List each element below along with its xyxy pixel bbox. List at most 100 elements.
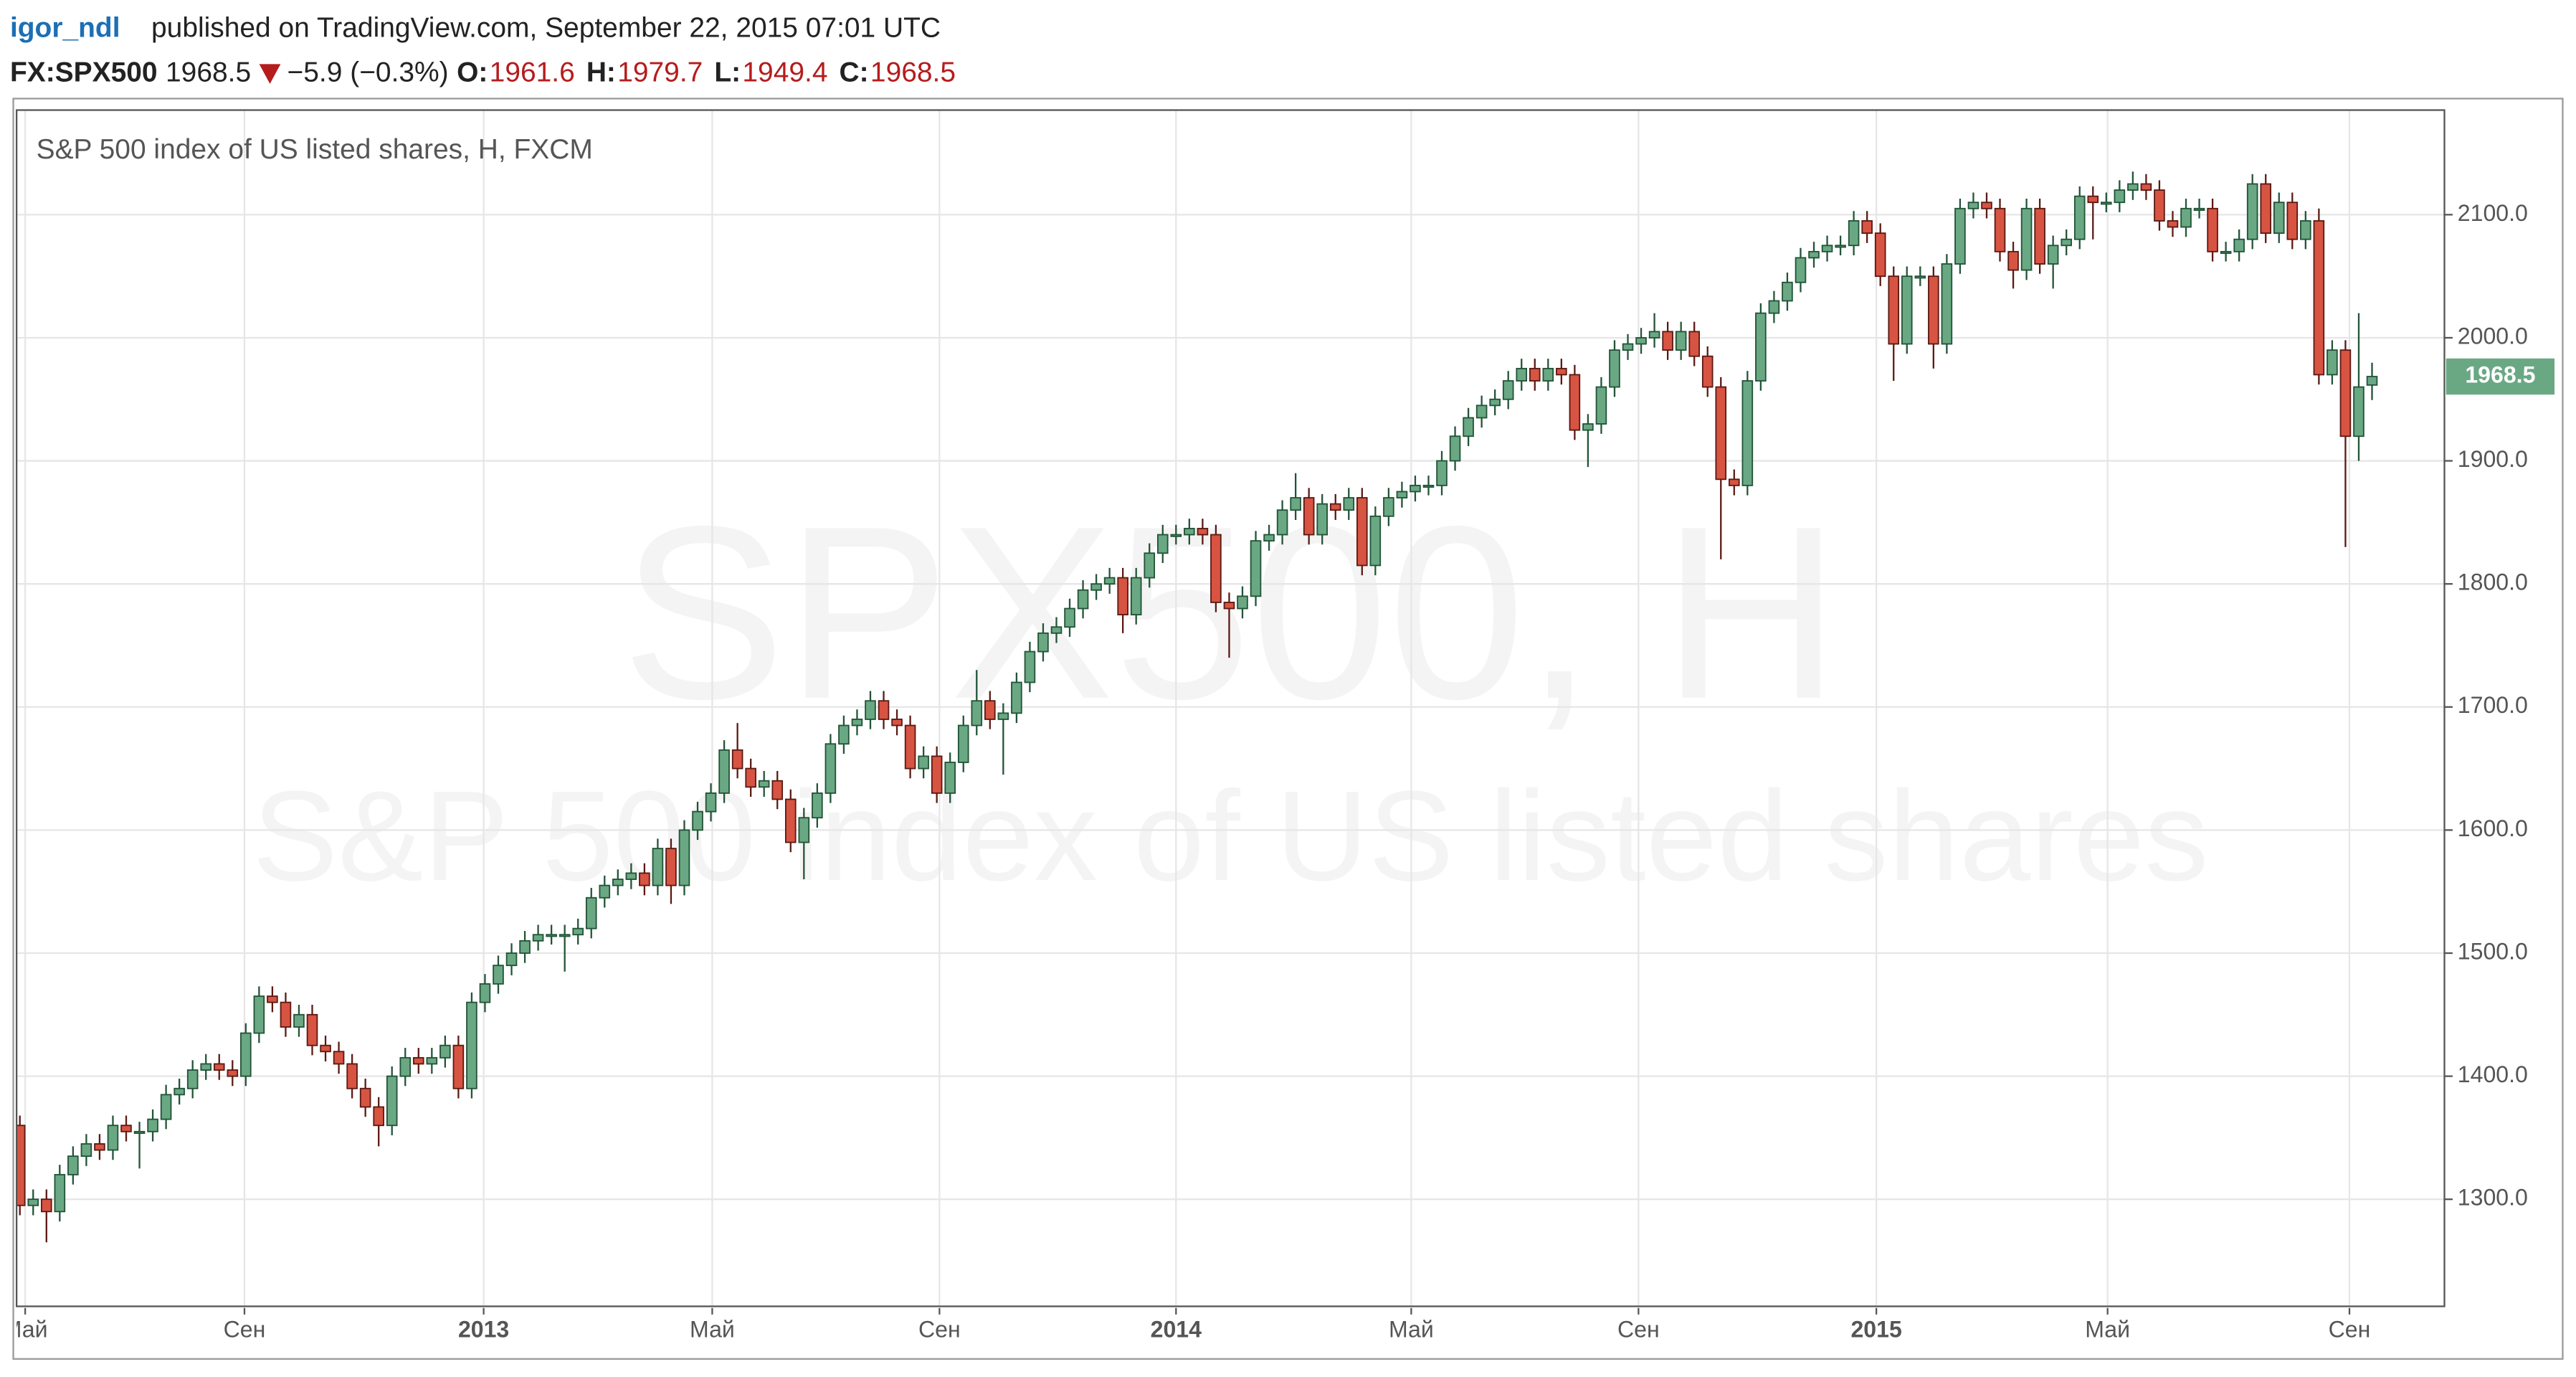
candle-body	[94, 1143, 105, 1151]
candle-body	[346, 1063, 358, 1089]
candle-body	[1210, 534, 1222, 603]
candle-body	[2246, 183, 2258, 240]
candle-body	[745, 767, 756, 788]
candle-body	[784, 798, 797, 843]
candle-body	[2366, 376, 2378, 386]
candle-body	[532, 934, 544, 942]
y-tick-label: 1300.0	[2458, 1185, 2528, 1211]
last-price-label: 1968.5	[2465, 361, 2535, 387]
candle-body	[1741, 380, 1754, 486]
candle-body	[2061, 238, 2072, 247]
y-tick-label: 1500.0	[2458, 938, 2528, 964]
candle-body	[1808, 250, 1820, 259]
candle-body	[359, 1087, 371, 1108]
candle-body	[2180, 207, 2192, 228]
candle-body	[1874, 232, 1886, 278]
candle-body	[240, 1032, 252, 1077]
candle-body	[1422, 484, 1435, 488]
price: 1968.5	[166, 57, 251, 87]
candle-body	[1037, 632, 1049, 653]
candle-body	[851, 719, 863, 727]
y-tick-label: 1600.0	[2458, 815, 2528, 841]
published: published on TradingView.com, September …	[151, 13, 941, 44]
candle-body	[133, 1130, 146, 1135]
candle-body	[838, 724, 850, 745]
candle-body	[1715, 386, 1727, 481]
candle-body	[1170, 534, 1182, 537]
watermark-symbol: SPX500, H	[621, 475, 1840, 750]
candle-body	[2207, 207, 2218, 252]
candle-body	[200, 1063, 212, 1071]
candle-body	[1383, 497, 1394, 517]
y-tick-label: 1700.0	[2458, 692, 2528, 718]
candle-body	[373, 1106, 384, 1127]
candle-body	[705, 792, 717, 813]
candle-body	[80, 1143, 92, 1158]
quote-value: 1961.6	[490, 57, 575, 87]
candle-body	[1622, 343, 1634, 351]
candle-body	[1888, 275, 1900, 345]
candle-body	[771, 780, 784, 800]
candle-body	[54, 1173, 66, 1213]
x-tick-label: Сен	[224, 1316, 266, 1342]
candle-body	[174, 1087, 185, 1096]
candle-body	[1011, 681, 1022, 714]
candle-body	[1595, 386, 1607, 425]
candle-body	[1077, 589, 1089, 610]
x-tick-label: 2013	[458, 1316, 509, 1342]
candle-body	[944, 762, 956, 794]
candle-body	[865, 700, 876, 720]
author[interactable]: igor_ndl	[10, 13, 120, 44]
y-tick-label: 1400.0	[2458, 1061, 2528, 1087]
quote-label: C:	[840, 57, 869, 87]
candle-body	[1290, 497, 1301, 511]
candle-body	[1688, 331, 1700, 357]
candle-body	[1516, 367, 1528, 382]
candle-body	[665, 848, 677, 886]
candle-body	[280, 1001, 292, 1028]
candle-body	[2286, 202, 2299, 240]
x-tick-label: Сен	[1617, 1316, 1660, 1342]
candle-body	[2101, 202, 2112, 205]
candle-body	[1967, 202, 1979, 209]
candle-body	[678, 829, 690, 886]
candle-body	[824, 743, 837, 794]
candle-body	[1954, 207, 1966, 265]
candle-body	[1410, 484, 1421, 493]
candle-body	[1316, 503, 1328, 536]
plot	[16, 171, 2378, 1243]
candle-body	[1569, 374, 1581, 431]
candle-body	[493, 965, 504, 985]
candle-body	[625, 872, 637, 880]
candle-body	[1542, 367, 1554, 382]
candle-body	[2167, 220, 2179, 228]
candle-body	[2114, 189, 2126, 204]
candle-body	[918, 755, 929, 770]
y-tick-label: 2000.0	[2458, 323, 2528, 349]
candle-body	[1475, 404, 1488, 419]
x-axis: Май Сен 2013 Май Сен 2014 Май Сен 2015 Май Сен	[3, 1307, 2370, 1342]
candle-body	[1156, 534, 1169, 554]
candle-body	[2260, 183, 2272, 235]
candle-body	[1701, 355, 1714, 388]
candle-body	[891, 719, 903, 727]
candle-body	[1050, 626, 1063, 634]
candle-body	[386, 1075, 398, 1127]
x-tick-label: Май	[3, 1316, 48, 1342]
candle-body	[1356, 497, 1368, 567]
candle-body	[40, 1198, 52, 1213]
candle-body	[1343, 497, 1355, 511]
candle-body	[1117, 577, 1128, 615]
candle-body	[186, 1069, 199, 1089]
candle-body	[2034, 207, 2045, 265]
candle-body	[1250, 540, 1262, 597]
candle-body	[1329, 503, 1341, 511]
candle-body	[599, 884, 611, 899]
candle-body	[1675, 331, 1687, 351]
candle-body	[2327, 349, 2338, 376]
candle-body	[572, 927, 584, 936]
candle-body	[1768, 300, 1780, 314]
grid	[16, 110, 2445, 1307]
candle-body	[1941, 263, 1953, 345]
